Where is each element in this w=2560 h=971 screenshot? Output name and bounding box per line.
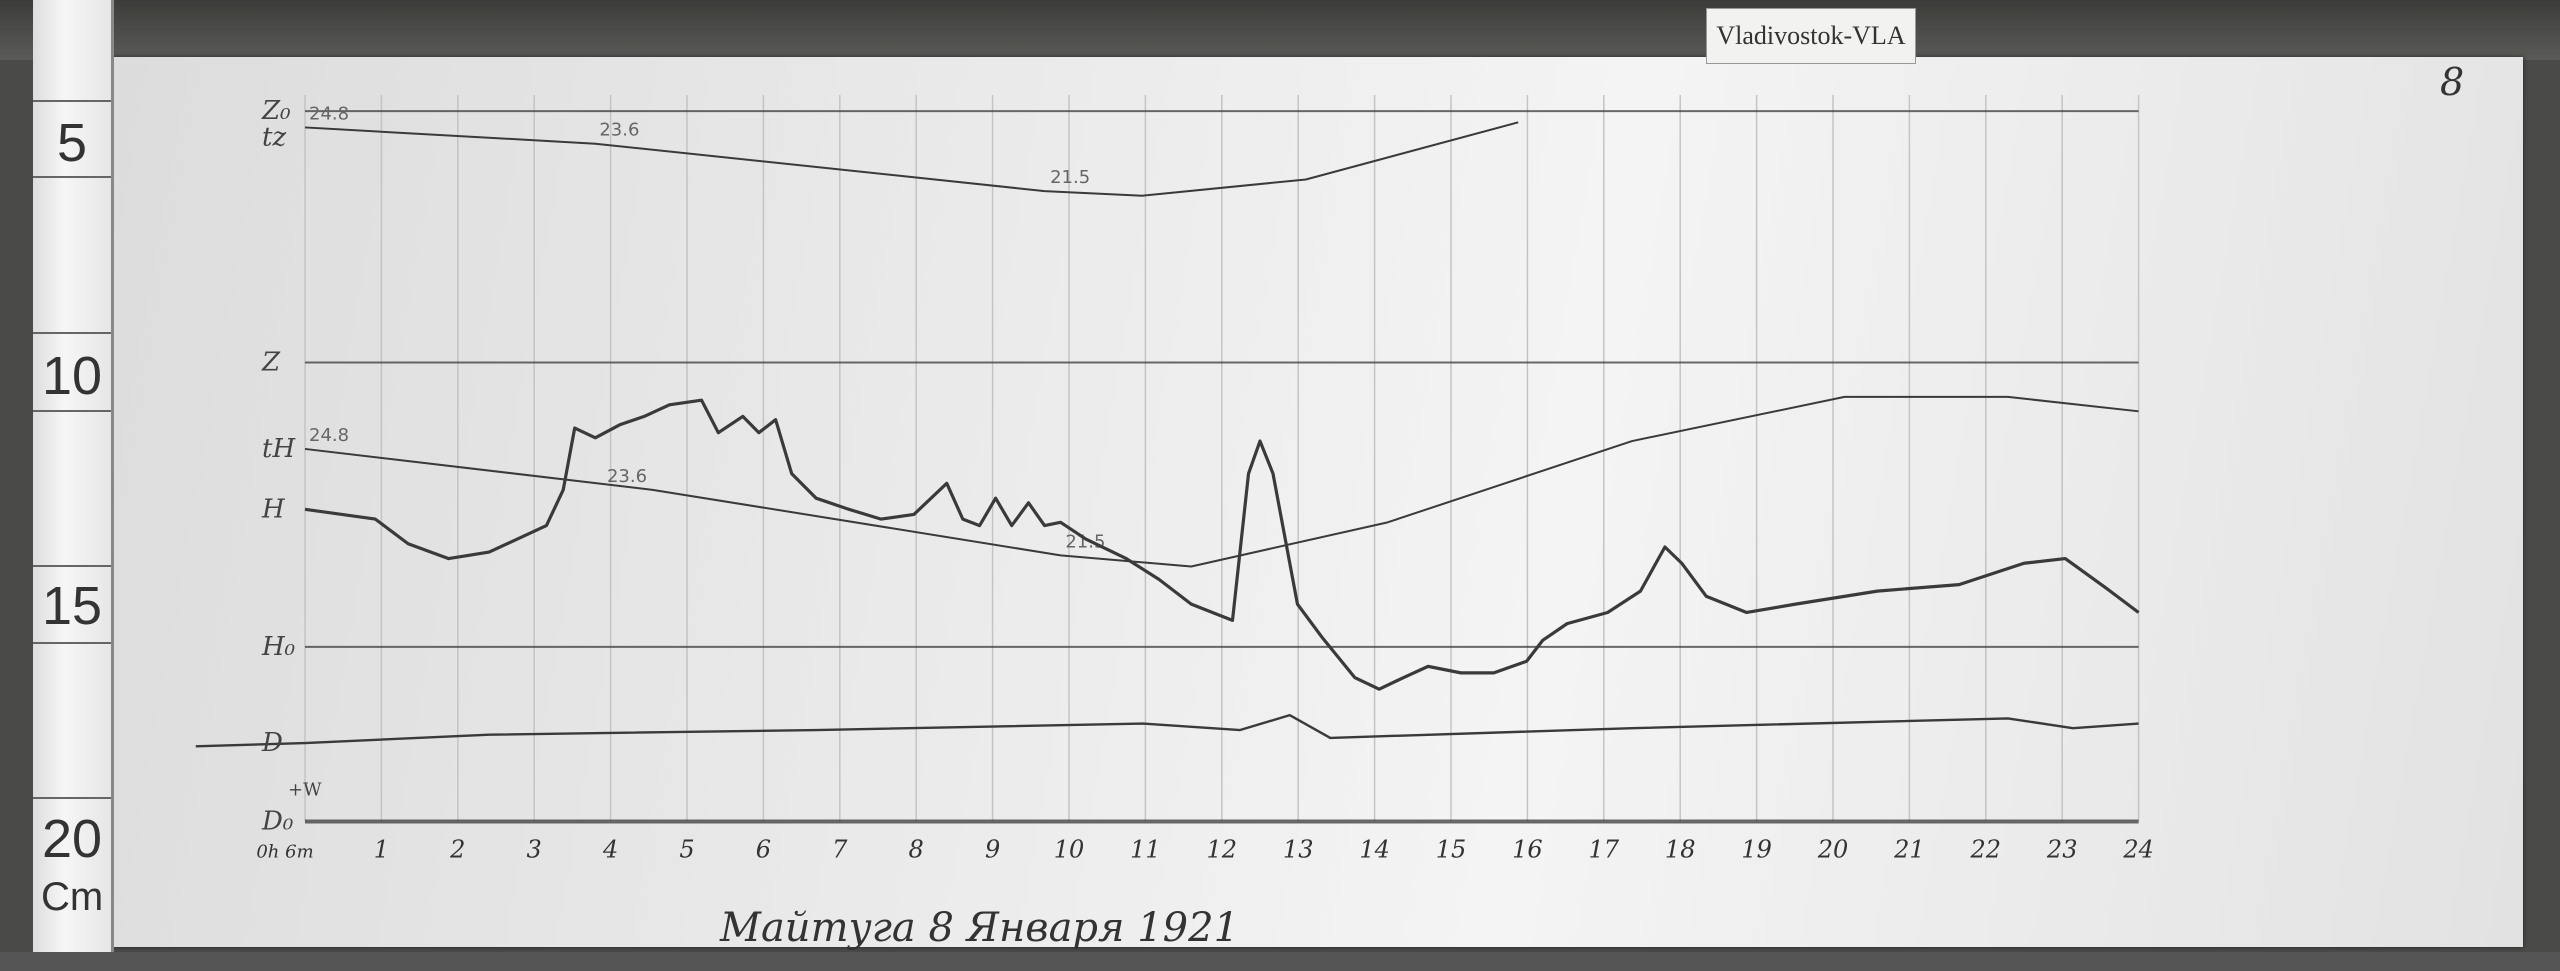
x-tick-label: 18 bbox=[1665, 836, 1696, 864]
ruler-mark-15: 15 bbox=[41, 576, 103, 636]
trace-label-th: tH bbox=[262, 434, 296, 464]
cm-ruler: 5 10 15 20 Cm bbox=[33, 0, 114, 971]
x-tick-label: 11 bbox=[1130, 836, 1161, 864]
x-tick-label: 3 bbox=[527, 836, 542, 864]
trace-label-h0: H₀ bbox=[261, 632, 296, 662]
ruler-unit: Cm bbox=[41, 875, 104, 919]
x-tick-label: 12 bbox=[1207, 836, 1238, 864]
ruler-mark-20: 20 bbox=[41, 809, 103, 869]
x-tick-label: 22 bbox=[1970, 836, 2002, 864]
ruler-mark-10: 10 bbox=[41, 346, 103, 406]
trace-annotation: 24.8 bbox=[309, 103, 349, 124]
ruler-tick bbox=[33, 100, 111, 102]
trace-label-z0: Z₀ bbox=[261, 96, 291, 126]
x-tick-label: 9 bbox=[985, 836, 1000, 864]
x-tick-label: 14 bbox=[1359, 836, 1390, 864]
station-label-card: Vladivostok-VLA bbox=[1706, 8, 1916, 64]
x-tick-label: 2 bbox=[449, 836, 465, 864]
ruler-tick bbox=[33, 410, 111, 412]
trace-label-h: H bbox=[261, 494, 286, 524]
trace-annotation: 24.8 bbox=[309, 425, 349, 446]
trace-label-tz: tz bbox=[262, 122, 286, 152]
trace-label-d0: D₀ bbox=[261, 807, 294, 837]
x-tick-label: 24 bbox=[2122, 836, 2154, 864]
x-tick-label: 4 bbox=[602, 836, 618, 864]
trace-tH bbox=[304, 395, 2139, 568]
ruler-tick bbox=[33, 332, 111, 334]
x-tick-label: 1 bbox=[374, 836, 389, 864]
x-tick-label: 21 bbox=[1893, 836, 1925, 864]
trace-label-d: D bbox=[261, 728, 283, 758]
trace-tz bbox=[304, 121, 1519, 197]
x-tick-label: 7 bbox=[832, 836, 848, 864]
x-tick-label: 6 bbox=[756, 836, 771, 864]
trace-annotation: 23.6 bbox=[607, 466, 647, 487]
x-tick-label: 10 bbox=[1054, 836, 1085, 864]
magnetogram-sheet bbox=[106, 57, 2523, 947]
trace-annotation: 21.5 bbox=[1050, 167, 1090, 188]
ruler-tick bbox=[33, 176, 111, 178]
x-tick-label: 8 bbox=[909, 836, 924, 864]
x-tick-label: 16 bbox=[1512, 836, 1543, 864]
x-tick-label: 13 bbox=[1283, 836, 1314, 864]
x-tick-label: 20 bbox=[1817, 836, 1849, 864]
trace-label-d0-direction: +W bbox=[288, 780, 322, 801]
ruler-tick bbox=[33, 642, 111, 644]
trace-annotation: 23.6 bbox=[599, 120, 639, 141]
x-tick-label: 17 bbox=[1589, 836, 1620, 864]
x-tick-label: 5 bbox=[679, 836, 694, 864]
trace-annotation: 21.5 bbox=[1065, 531, 1105, 552]
trace-label-z: Z bbox=[261, 348, 281, 378]
x-tick-label: 23 bbox=[2046, 836, 2078, 864]
ruler-mark-5: 5 bbox=[56, 113, 88, 173]
mounting-board bbox=[0, 0, 2560, 60]
ruler-tick bbox=[33, 565, 111, 567]
board-edge bbox=[0, 952, 2560, 971]
page-number: 8 bbox=[2440, 60, 2465, 104]
x-tick-label: 19 bbox=[1741, 836, 1772, 864]
x-tick-label: 15 bbox=[1436, 836, 1467, 864]
trace-D bbox=[195, 713, 2139, 748]
handwritten-caption: Майтуга 8 Января 1921 bbox=[720, 905, 1240, 951]
trace-H bbox=[304, 398, 2140, 691]
x-tick-label: 0h 6m bbox=[256, 842, 313, 863]
ruler-tick bbox=[33, 797, 111, 799]
